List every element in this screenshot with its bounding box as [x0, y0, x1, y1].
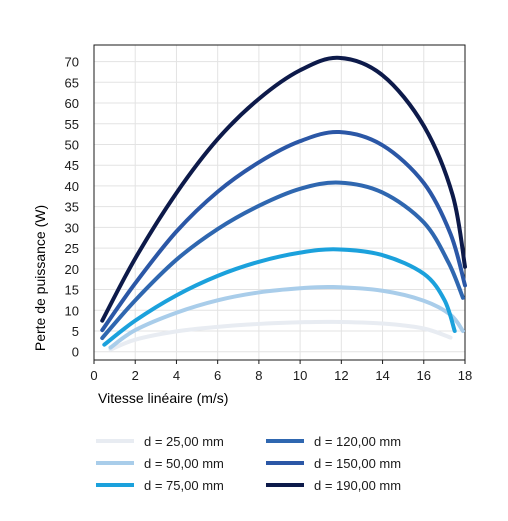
x-tick-label: 14: [375, 368, 389, 383]
y-tick-label: 65: [65, 75, 79, 90]
y-tick-label: 5: [72, 324, 79, 339]
y-tick-label: 0: [72, 345, 79, 360]
y-tick-label: 55: [65, 117, 79, 132]
y-tick-label: 70: [65, 55, 79, 70]
legend-label-2: d = 50,00 mm: [144, 456, 224, 471]
legend-label-5: d = 150,00 mm: [314, 456, 401, 471]
x-tick-label: 16: [417, 368, 431, 383]
x-tick-label: 8: [255, 368, 262, 383]
x-tick-label: 4: [173, 368, 180, 383]
plot-frame: [93, 44, 466, 361]
series-line-2: [108, 284, 465, 350]
x-tick-label: 10: [293, 368, 307, 383]
x-tick-label: 6: [214, 368, 221, 383]
legend: d = 25,00 mm d = 50,00 mm d = 75,00 mm d = …: [96, 434, 401, 493]
series-line-3: [102, 247, 457, 347]
x-tick-label: 0: [90, 368, 97, 383]
legend-label-1: d = 25,00 mm: [144, 434, 224, 449]
series-line-1: [108, 319, 453, 352]
legend-label-6: d = 190,00 mm: [314, 478, 401, 493]
series-line-6: [100, 55, 467, 323]
series-line-5: [100, 130, 467, 333]
grid: [94, 45, 465, 360]
x-tick-label: 12: [334, 368, 348, 383]
series-line-4: [100, 180, 465, 341]
legend-label-3: d = 75,00 mm: [144, 478, 224, 493]
y-axis-ticks: 0 5 10 15 20 25 30 35 40 45 50 55 60 65 70: [65, 55, 79, 360]
x-tick-label: 2: [132, 368, 139, 383]
y-tick-label: 20: [65, 262, 79, 277]
y-tick-label: 60: [65, 96, 79, 111]
x-axis-title: Vitesse linéaire (m/s): [98, 390, 228, 406]
y-tick-label: 45: [65, 158, 79, 173]
y-tick-label: 50: [65, 137, 79, 152]
y-tick-label: 40: [65, 179, 79, 194]
x-tick-label: 18: [458, 368, 472, 383]
x-axis-ticks: 0 2 4 6 8 10 12 14 16 18: [90, 360, 472, 383]
y-tick-label: 10: [65, 303, 79, 318]
y-axis-title: Perte de puissance (W): [32, 205, 48, 351]
y-tick-label: 35: [65, 200, 79, 215]
y-tick-label: 30: [65, 220, 79, 235]
legend-label-4: d = 120,00 mm: [314, 434, 401, 449]
y-tick-label: 15: [65, 283, 79, 298]
y-tick-label: 25: [65, 241, 79, 256]
series-lines: [100, 55, 467, 352]
